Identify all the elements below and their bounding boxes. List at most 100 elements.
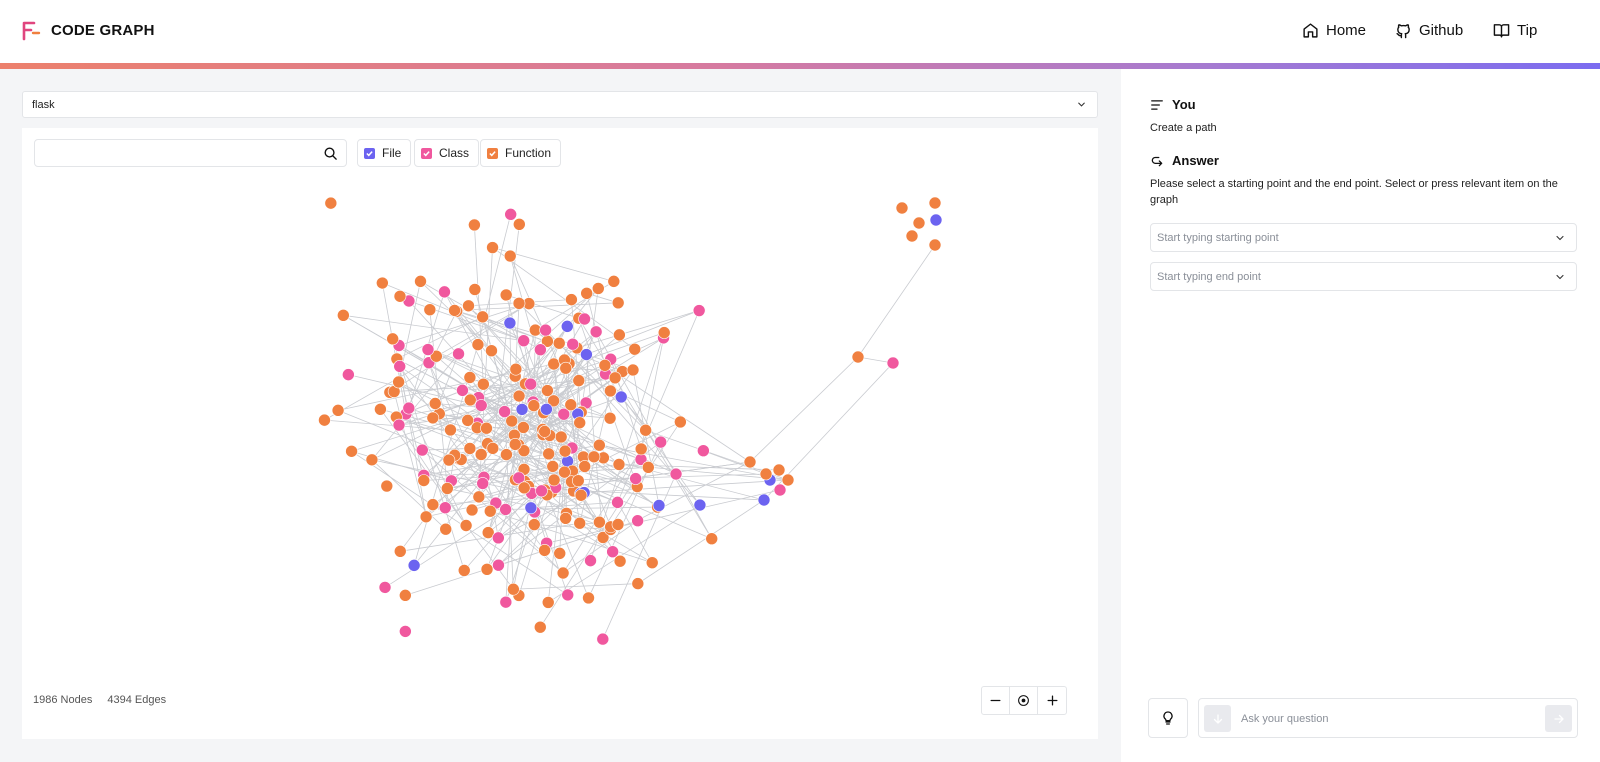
function-checkbox[interactable] (487, 147, 498, 159)
function-node[interactable] (645, 556, 659, 569)
function-node[interactable] (611, 296, 625, 310)
function-node[interactable] (541, 596, 555, 609)
function-node[interactable] (608, 371, 622, 385)
class-node[interactable] (492, 558, 505, 572)
repository-select[interactable]: flask (22, 91, 1098, 118)
function-node[interactable] (399, 589, 412, 602)
class-node[interactable] (393, 360, 407, 373)
function-node[interactable] (781, 473, 795, 487)
function-node[interactable] (426, 498, 440, 511)
function-node[interactable] (393, 545, 407, 558)
class-node[interactable] (438, 285, 451, 299)
function-node[interactable] (573, 416, 586, 430)
class-node[interactable] (492, 531, 505, 545)
function-node[interactable] (462, 299, 475, 313)
function-node[interactable] (513, 217, 526, 231)
function-node[interactable] (556, 566, 570, 580)
class-node[interactable] (517, 334, 530, 347)
class-node[interactable] (606, 545, 619, 558)
function-node[interactable] (593, 438, 606, 452)
function-node[interactable] (509, 362, 523, 376)
file-node[interactable] (560, 320, 574, 333)
function-node[interactable] (476, 310, 489, 324)
function-node[interactable] (444, 423, 457, 437)
function-node[interactable] (547, 394, 560, 408)
function-node[interactable] (626, 363, 640, 377)
function-node[interactable] (895, 201, 909, 215)
function-node[interactable] (486, 442, 500, 455)
class-node[interactable] (697, 444, 710, 458)
class-checkbox[interactable] (421, 147, 432, 159)
function-node[interactable] (461, 414, 475, 427)
function-node[interactable] (324, 196, 338, 210)
class-node[interactable] (342, 368, 355, 381)
function-node[interactable] (596, 531, 610, 544)
function-node[interactable] (552, 336, 566, 350)
function-node[interactable] (612, 458, 626, 471)
function-node[interactable] (572, 374, 586, 387)
function-node[interactable] (503, 249, 517, 263)
function-node[interactable] (512, 297, 526, 310)
code-graph-logo-icon[interactable] (20, 20, 42, 42)
function-node[interactable] (578, 460, 592, 473)
class-node[interactable] (534, 343, 547, 356)
class-node[interactable] (584, 554, 597, 567)
file-node[interactable] (580, 348, 593, 361)
function-node[interactable] (582, 591, 595, 605)
function-node[interactable] (558, 444, 572, 458)
function-node[interactable] (517, 444, 531, 457)
function-node[interactable] (486, 241, 499, 254)
function-node[interactable] (365, 453, 379, 467)
class-node[interactable] (886, 356, 900, 370)
function-node[interactable] (477, 377, 490, 391)
file-node[interactable] (540, 402, 553, 416)
function-node[interactable] (538, 425, 551, 438)
function-node[interactable] (851, 350, 865, 364)
file-node[interactable] (929, 213, 943, 227)
class-node[interactable] (476, 477, 490, 490)
function-node[interactable] (457, 564, 471, 577)
function-node[interactable] (604, 384, 617, 398)
function-node[interactable] (512, 389, 526, 403)
function-node[interactable] (468, 283, 482, 296)
function-node[interactable] (517, 481, 531, 495)
function-node[interactable] (507, 582, 520, 596)
file-node[interactable] (693, 498, 707, 512)
send-button[interactable] (1545, 705, 1572, 732)
function-node[interactable] (547, 473, 561, 487)
function-node[interactable] (463, 371, 477, 384)
function-node[interactable] (553, 547, 567, 560)
function-node[interactable] (527, 399, 541, 412)
function-node[interactable] (598, 359, 612, 372)
function-node[interactable] (674, 415, 687, 429)
class-node[interactable] (669, 467, 683, 481)
function-node[interactable] (565, 293, 578, 306)
class-node[interactable] (773, 483, 787, 497)
center-graph-button[interactable] (1010, 687, 1038, 714)
function-node[interactable] (380, 479, 394, 493)
file-node[interactable] (407, 559, 421, 572)
function-node[interactable] (468, 218, 481, 232)
class-node[interactable] (535, 484, 548, 498)
function-node[interactable] (485, 344, 498, 358)
file-node[interactable] (757, 493, 771, 507)
function-node[interactable] (393, 289, 407, 303)
class-node[interactable] (539, 323, 552, 337)
function-node[interactable] (499, 288, 513, 302)
graph-network[interactable] (22, 128, 1098, 739)
nav-github-link[interactable]: Github (1395, 22, 1463, 39)
function-node[interactable] (558, 465, 571, 479)
class-node[interactable] (629, 472, 642, 485)
function-node[interactable] (613, 328, 626, 342)
function-node[interactable] (591, 282, 605, 295)
class-node[interactable] (524, 377, 537, 391)
function-node[interactable] (613, 554, 627, 568)
class-node[interactable] (474, 399, 488, 412)
file-node[interactable] (524, 501, 538, 515)
function-node[interactable] (928, 196, 942, 210)
class-node[interactable] (399, 625, 412, 638)
file-node[interactable] (614, 390, 628, 404)
function-node[interactable] (483, 504, 497, 518)
filter-class[interactable]: Class (414, 139, 480, 167)
filter-function[interactable]: Function (480, 139, 562, 167)
